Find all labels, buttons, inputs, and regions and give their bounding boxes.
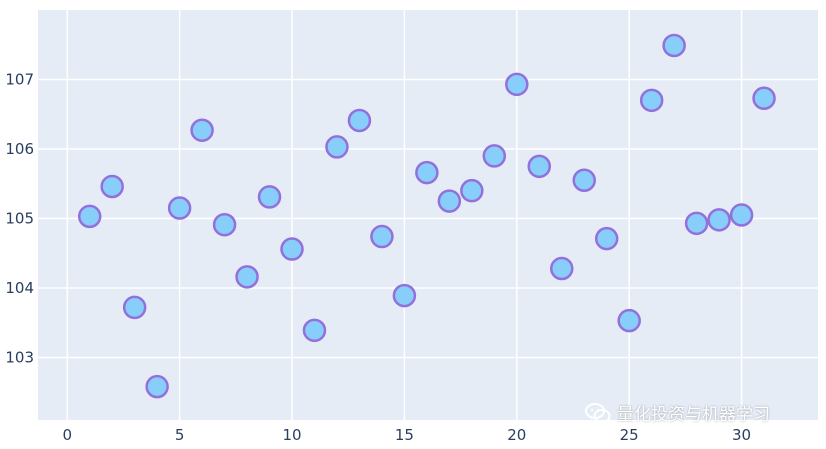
x-tick-label: 30: [732, 426, 751, 444]
watermark: 量化投资与机器学习: [585, 400, 770, 425]
data-point: [729, 203, 754, 227]
data-point: [77, 204, 102, 229]
data-point: [122, 295, 147, 320]
data-point: [594, 226, 619, 251]
data-point: [707, 208, 731, 232]
y-tick-label: 107: [5, 70, 34, 88]
data-point: [302, 318, 327, 343]
data-point: [100, 174, 124, 199]
data-point: [572, 168, 596, 193]
data-point: [505, 72, 529, 97]
data-point: [437, 189, 462, 213]
y-tick-label: 103: [5, 348, 34, 366]
data-point: [482, 144, 507, 168]
data-point: [617, 308, 641, 333]
data-point: [392, 283, 417, 308]
data-points: [77, 33, 776, 399]
data-point: [527, 154, 552, 179]
data-point: [415, 160, 439, 185]
data-point: [190, 118, 214, 142]
data-point: [257, 185, 282, 209]
x-tick-label: 5: [175, 426, 185, 444]
plot-area: [38, 10, 818, 420]
data-point: [145, 374, 169, 399]
x-tick-label: 20: [507, 426, 526, 444]
data-point: [370, 224, 394, 249]
data-point: [280, 237, 304, 261]
y-tick-label: 104: [5, 279, 34, 297]
data-point: [235, 265, 259, 289]
data-point: [460, 178, 484, 203]
data-point: [662, 33, 686, 58]
data-point: [684, 211, 709, 236]
data-point: [212, 212, 237, 237]
axis-ticks: 0 5 10 15 20 25 30 103 104 105 106 107: [5, 70, 751, 444]
y-tick-label: 106: [5, 140, 34, 158]
x-tick-label: 10: [282, 426, 301, 444]
x-tick-label: 25: [620, 426, 639, 444]
data-point: [752, 86, 776, 111]
y-tick-label: 105: [5, 209, 34, 227]
wechat-icon: [585, 402, 611, 423]
data-point: [549, 256, 574, 281]
data-point: [639, 88, 664, 113]
x-tick-label: 0: [62, 426, 72, 444]
data-point: [347, 108, 372, 133]
data-point: [167, 196, 192, 220]
x-tick-label: 15: [395, 426, 414, 444]
watermark-text: 量化投资与机器学习: [617, 405, 770, 425]
data-point: [325, 135, 349, 159]
